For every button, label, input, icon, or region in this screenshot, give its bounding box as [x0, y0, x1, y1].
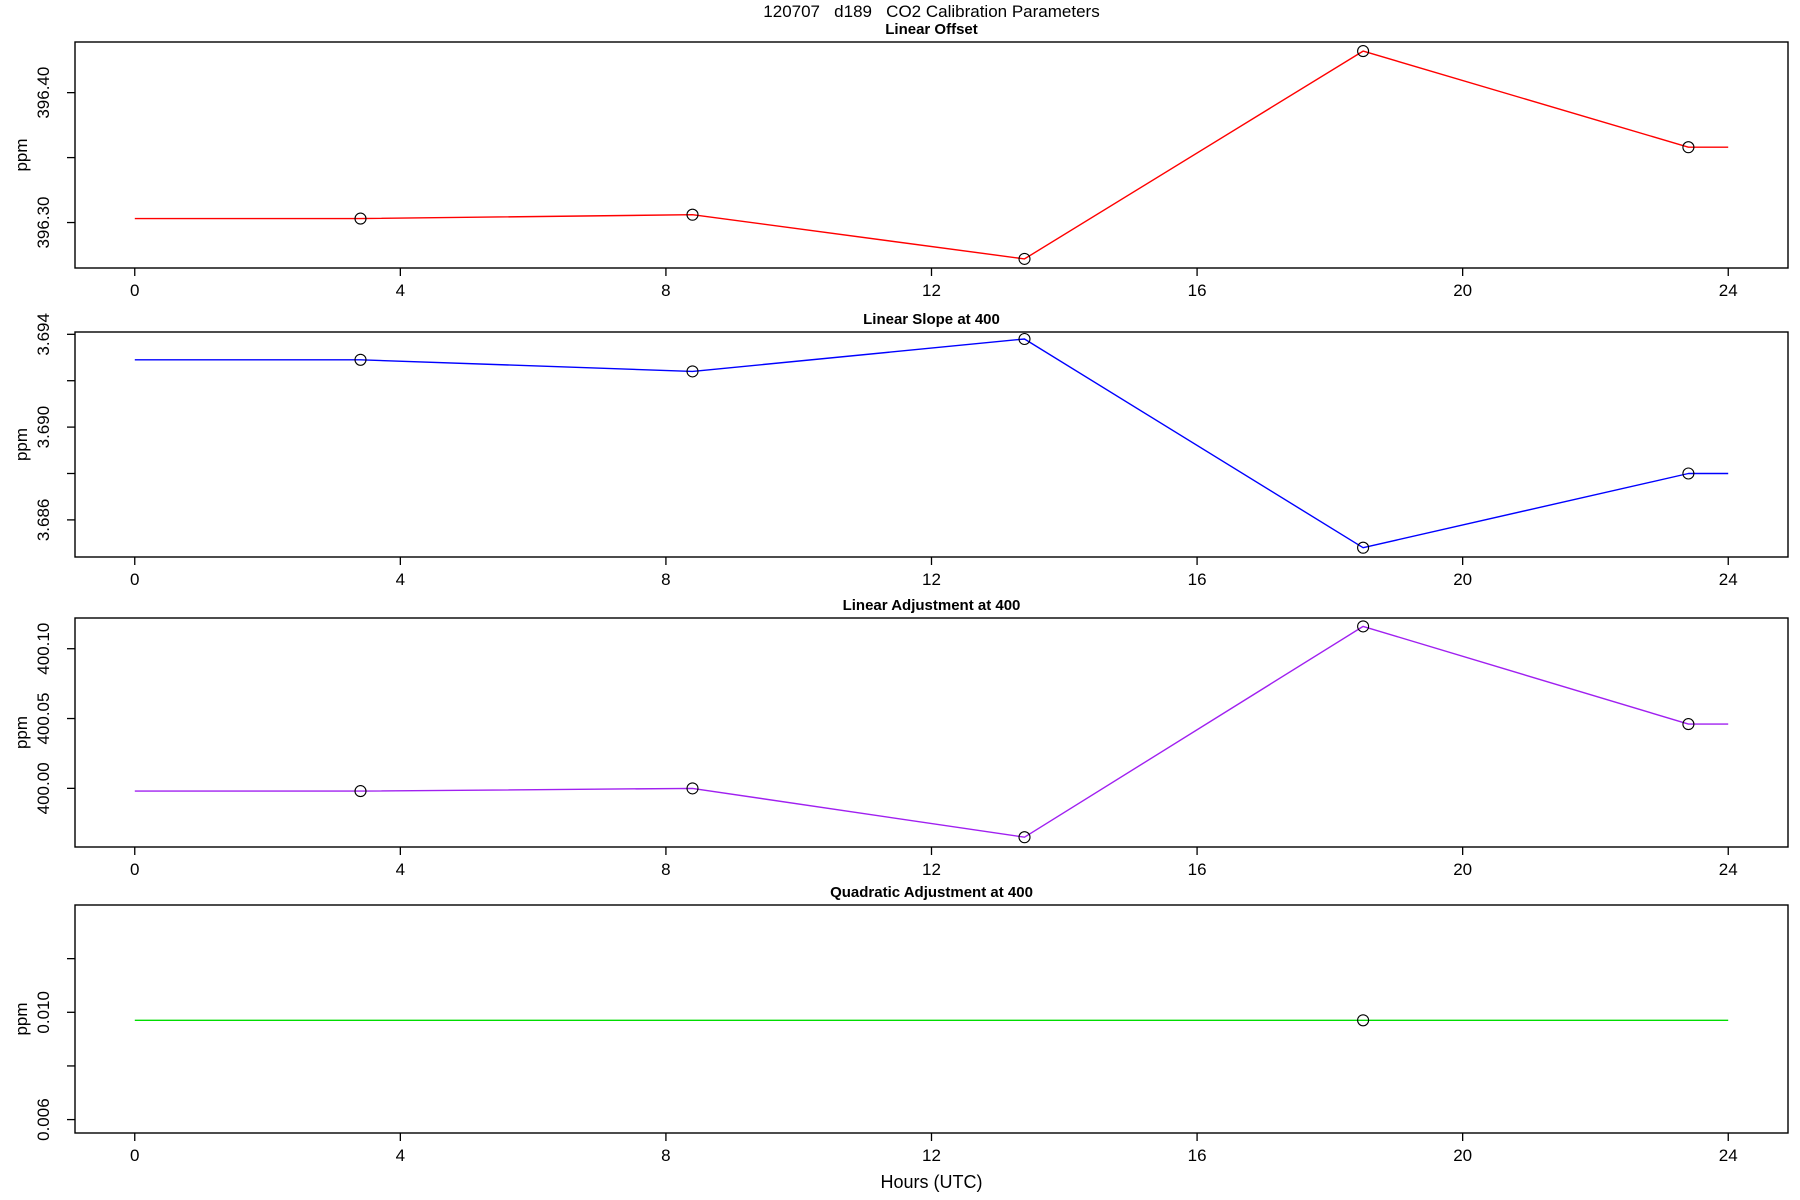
x-tick-label: 24: [1719, 1146, 1738, 1165]
y-tick-label: 3.694: [34, 313, 53, 356]
x-tick-label: 0: [130, 281, 139, 300]
panel-title: Quadratic Adjustment at 400: [830, 884, 1033, 901]
x-tick-label: 8: [661, 860, 670, 879]
data-point-marker: [1682, 718, 1695, 731]
y-tick-label: 396.40: [34, 67, 53, 119]
y-axis-unit-label: ppm: [12, 138, 31, 171]
data-line: [134, 338, 1729, 549]
x-tick-label: 4: [396, 281, 405, 300]
x-tick-label: 0: [130, 860, 139, 879]
data-point-marker: [354, 212, 367, 225]
panel-title: Linear Slope at 400: [863, 311, 1000, 328]
x-tick-label: 8: [661, 281, 670, 300]
x-tick-label: 4: [396, 1146, 405, 1165]
y-tick-label: 400.00: [34, 762, 53, 814]
y-tick-label: 0.006: [34, 1098, 53, 1141]
panel-2: Linear Slope at 400 ppm 3.686 3.690 3.694 0 4 8…: [12, 311, 1789, 589]
data-point-marker: [686, 365, 699, 378]
data-point-marker: [686, 782, 699, 795]
data-point-marker: [354, 353, 367, 366]
x-tick-label: 4: [396, 860, 405, 879]
data-point-marker: [1018, 831, 1031, 844]
data-point-marker: [686, 208, 699, 221]
panel-4: Quadratic Adjustment at 400 ppm 0.006 0.010…: [12, 884, 1789, 1165]
x-tick-label: 16: [1188, 570, 1207, 589]
data-line: [134, 50, 1729, 260]
panel-title: Linear Adjustment at 400: [843, 597, 1021, 614]
y-tick-label: 0.010: [34, 991, 53, 1034]
chart-main-title: 120707 d189 CO2 Calibration Parameters: [763, 2, 1100, 21]
data-point-marker: [1357, 541, 1370, 554]
x-tick-label: 4: [396, 570, 405, 589]
y-tick-label: 400.05: [34, 693, 53, 745]
panel-border: [74, 617, 1789, 848]
data-point-marker: [1357, 620, 1370, 633]
y-tick-label: 3.690: [34, 406, 53, 449]
y-axis-unit-label: ppm: [12, 428, 31, 461]
x-tick-label: 8: [661, 1146, 670, 1165]
x-tick-label: 8: [661, 570, 670, 589]
panel-border: [74, 904, 1789, 1134]
data-point-marker: [1682, 467, 1695, 480]
y-tick-label: 396.30: [34, 197, 53, 249]
x-tick-label: 20: [1453, 860, 1472, 879]
x-tick-label: 16: [1188, 281, 1207, 300]
y-axis-unit-label: ppm: [12, 1002, 31, 1035]
x-tick-label: 12: [922, 860, 941, 879]
x-tick-label: 24: [1719, 281, 1738, 300]
y-axis-unit-label: ppm: [12, 716, 31, 749]
x-tick-label: 20: [1453, 281, 1472, 300]
x-tick-label: 16: [1188, 860, 1207, 879]
data-point-marker: [1018, 252, 1031, 265]
panel-1: Linear Offset ppm 396.30 396.40 0 4 8 12 16 20 24: [12, 21, 1789, 300]
data-point-marker: [1357, 45, 1370, 58]
x-tick-label: 0: [130, 1146, 139, 1165]
y-tick-label: 400.10: [34, 623, 53, 675]
data-point-marker: [1357, 1014, 1370, 1027]
data-line: [134, 625, 1729, 838]
panel-border: [74, 331, 1789, 558]
x-tick-label: 16: [1188, 1146, 1207, 1165]
x-tick-label: 24: [1719, 570, 1738, 589]
y-tick-label: 3.686: [34, 499, 53, 542]
x-tick-label: 12: [922, 570, 941, 589]
x-tick-label: 20: [1453, 570, 1472, 589]
data-point-marker: [1682, 141, 1695, 154]
x-tick-label: 0: [130, 570, 139, 589]
x-axis-label: Hours (UTC): [880, 1172, 983, 1192]
data-point-marker: [354, 785, 367, 798]
x-tick-label: 12: [922, 1146, 941, 1165]
x-tick-label: 12: [922, 281, 941, 300]
panel-title: Linear Offset: [885, 21, 978, 38]
panel-border: [74, 41, 1789, 269]
data-point-marker: [1018, 332, 1031, 346]
x-tick-label: 20: [1453, 1146, 1472, 1165]
x-tick-label: 24: [1719, 860, 1738, 879]
